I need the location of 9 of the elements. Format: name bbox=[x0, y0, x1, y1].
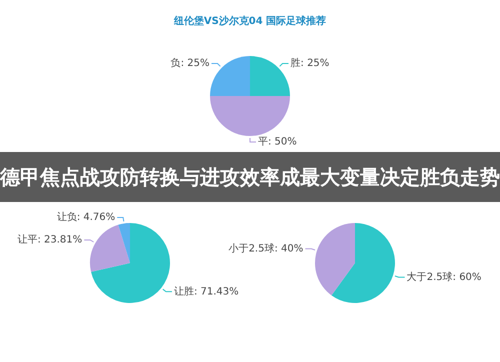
slice-label: 小于2.5球: 40% bbox=[228, 242, 304, 254]
slice-label: 胜: 25% bbox=[290, 57, 330, 70]
slice-label: 让负: 4.76% bbox=[56, 211, 116, 224]
slice-label: 平: 50% bbox=[258, 136, 297, 148]
chart-title: 纽伦堡VS沙尔克04 国际足球推荐 bbox=[172, 14, 328, 28]
slice-label: 大于2.5球: 60% bbox=[406, 270, 482, 283]
slice-label: 负: 25% bbox=[170, 57, 210, 70]
slice-label: 让平: 23.81% bbox=[17, 234, 82, 246]
slice-label: 让胜: 71.43% bbox=[174, 285, 239, 298]
